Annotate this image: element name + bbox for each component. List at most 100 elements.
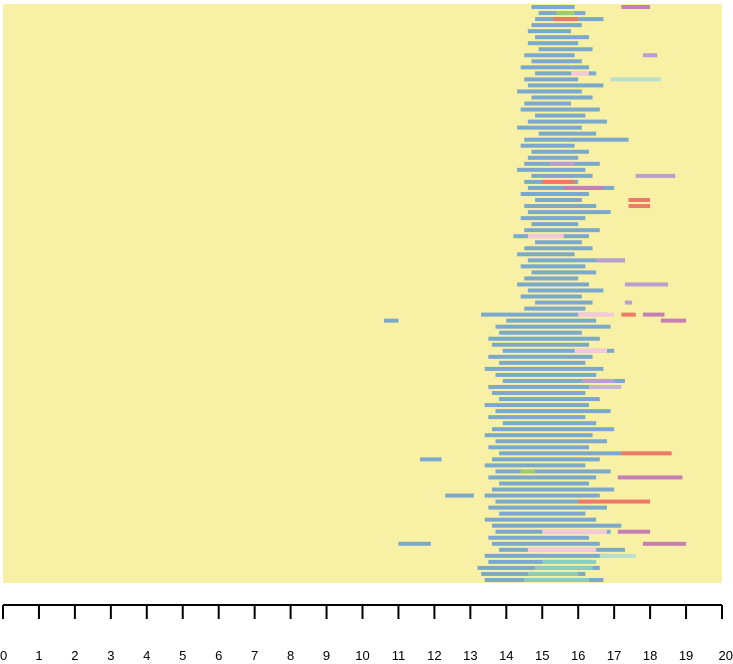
segment-purple — [549, 161, 575, 166]
x-tick-label: 12 — [427, 648, 441, 663]
segment-blue — [524, 101, 572, 106]
segment-teal — [524, 577, 589, 582]
segment-green — [520, 469, 536, 474]
segment-blue — [499, 330, 582, 335]
segment-magenta — [617, 475, 683, 480]
segment-blue — [524, 77, 579, 82]
segment-blue — [398, 541, 431, 546]
segment-blue — [520, 191, 589, 196]
segment-red — [628, 198, 651, 203]
segment-blue — [499, 511, 586, 516]
segment-blue — [535, 300, 593, 305]
segment-blue — [527, 83, 604, 88]
segment-purple — [596, 258, 625, 263]
segment-red — [621, 312, 636, 317]
segment-blue — [524, 204, 597, 209]
segment-blue — [538, 131, 597, 136]
segment-mint — [610, 77, 661, 82]
segment-blue — [481, 312, 607, 317]
segment-blue — [499, 481, 589, 486]
segment-blue — [517, 167, 586, 172]
segment-blue — [491, 523, 622, 528]
x-tick-label: 13 — [463, 648, 477, 663]
x-tick-label: 8 — [287, 648, 294, 663]
segment-blue — [484, 433, 593, 438]
segment-blue — [499, 451, 622, 456]
segment-blue — [506, 318, 597, 323]
segment-blue — [502, 348, 615, 353]
segment-teal — [527, 571, 579, 576]
segment-blue — [520, 264, 586, 269]
segment-green — [556, 11, 575, 16]
segment-magenta — [660, 318, 687, 323]
segment-blue — [524, 228, 600, 233]
segment-red — [628, 204, 651, 209]
segment-purple — [642, 53, 658, 58]
segment-blue — [524, 137, 629, 142]
x-tick-label: 11 — [392, 648, 406, 663]
x-axis: 0 1 2 3 4 5 6 7 8 9 10 11 12 13 14 15 16 17 18 19 20 — [0, 604, 733, 663]
segment-magenta — [642, 541, 687, 546]
segment-blue — [488, 559, 593, 564]
segment-blue — [535, 198, 582, 203]
segment-blue — [495, 372, 597, 377]
segment-blue — [484, 366, 604, 371]
segment-blue — [488, 354, 593, 359]
segment-blue — [531, 222, 579, 227]
segment-purple — [624, 282, 669, 287]
segment-blue — [491, 391, 586, 396]
segment-blue — [527, 41, 579, 46]
segment-pink — [571, 71, 589, 76]
segment-blue — [495, 469, 611, 474]
segment-blue — [520, 65, 589, 70]
segment-blue — [524, 246, 593, 251]
x-tick-label: 4 — [143, 648, 150, 663]
segment-blue — [484, 553, 607, 558]
segment-red — [553, 17, 579, 22]
x-tick-label: 14 — [499, 648, 513, 663]
segment-purple — [581, 378, 615, 383]
x-tick-label: 2 — [71, 648, 78, 663]
segment-blue — [495, 439, 607, 444]
segment-blue — [384, 318, 399, 323]
segment-blue — [491, 541, 600, 546]
segment-blue — [491, 457, 600, 462]
segment-pink — [527, 234, 564, 239]
segment-blue — [535, 113, 586, 118]
x-tick-label: 0 — [0, 648, 7, 663]
x-tick-label: 9 — [323, 648, 330, 663]
segment-blue — [488, 505, 607, 510]
x-tick-label: 15 — [535, 648, 549, 663]
segment-blue — [531, 59, 582, 64]
x-tick-label: 19 — [679, 648, 693, 663]
segment-blue — [495, 409, 611, 414]
segment-blue — [535, 71, 597, 76]
x-tick-label: 17 — [607, 648, 621, 663]
segment-blue — [527, 210, 611, 215]
segment-blue — [531, 173, 593, 178]
segment-blue — [488, 475, 597, 480]
segment-blue — [524, 276, 579, 281]
segment-blue — [484, 403, 589, 408]
segment-blue — [484, 463, 586, 468]
segment-magenta — [617, 529, 651, 534]
segment-blue — [517, 125, 582, 130]
segment-blue — [535, 35, 589, 40]
segment-blue — [420, 457, 442, 462]
x-tick-label: 16 — [571, 648, 585, 663]
segment-blue — [484, 517, 597, 522]
segment-blue — [531, 23, 582, 28]
plot-background — [3, 4, 722, 583]
segment-blue — [531, 5, 575, 10]
segment-pink — [578, 312, 615, 317]
segments-layer — [384, 5, 687, 582]
segment-blue — [517, 282, 589, 287]
segment-blue — [538, 47, 593, 52]
segment-blue — [520, 216, 586, 221]
segment-magenta — [563, 185, 604, 190]
segment-blue — [484, 493, 600, 498]
x-tick-label: 3 — [107, 648, 114, 663]
segment-blue — [495, 324, 611, 329]
segment-blue — [488, 336, 600, 341]
